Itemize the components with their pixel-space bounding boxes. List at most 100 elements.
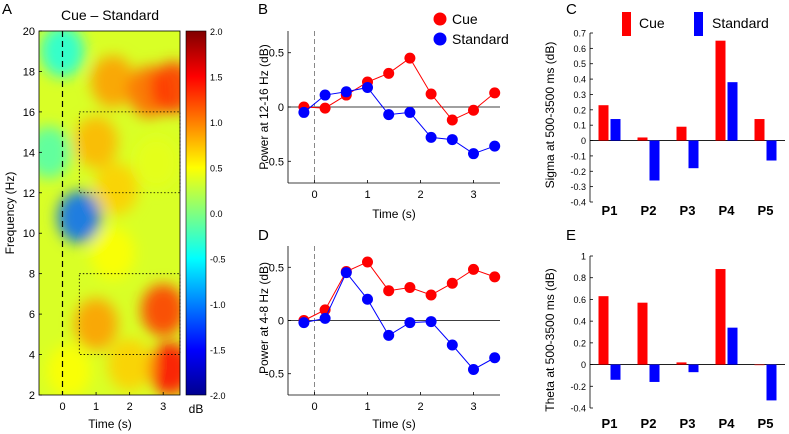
legend-c-cue-label: Cue	[639, 15, 665, 31]
line-b-cue-point	[425, 88, 437, 100]
colorbar-tick-label: -2.0	[210, 391, 226, 401]
panel-d: D 0.5 0 -0.5 0 1 2 3 Time (s) Power at 4-8 Hz …	[257, 227, 501, 431]
panel-letter-a: A	[2, 1, 12, 18]
line-d-cue-point	[489, 271, 501, 283]
line-d-standard-point	[362, 293, 373, 305]
heatmap-blob-3	[151, 61, 180, 114]
bar-c-ytick-label: 0.2	[573, 105, 586, 115]
line-d-standard-line	[303, 271, 495, 371]
bar-e-ytick-label: 0.6	[573, 295, 586, 305]
bar-e-ytick-label: 0.2	[573, 338, 586, 348]
bar-c-ytick-label: 0.6	[573, 44, 586, 54]
line-b-ytick-label: 0.5	[269, 48, 284, 60]
bar-c-participant-label: P1	[602, 203, 618, 218]
heatmap-ylabel: Frequency (Hz)	[3, 172, 17, 255]
bar-e-participant-label: P3	[680, 416, 696, 431]
bar-e-cue-bar	[637, 302, 648, 365]
line-b-standard-point	[446, 134, 458, 146]
bar-e-ytick-label: -0.4	[570, 404, 586, 414]
colorbar-tick-label: -0.5	[210, 255, 226, 265]
panel-letter-e: E	[566, 227, 576, 244]
bar-c-ylabel: Sigma at 500-3500 ms (dB)	[543, 42, 557, 189]
line-b-xtick-label: 1	[364, 189, 370, 201]
colorbar-tick-label: 2.0	[210, 27, 223, 37]
bar-e-cue-bar	[676, 362, 687, 365]
colorbar	[185, 30, 207, 396]
legend-c-cue-swatch	[622, 12, 631, 36]
bar-c-standard-bar	[649, 140, 660, 181]
bar-e-participant-label: P5	[758, 416, 774, 431]
bar-chart-e: 1 0.8 0.6 0.4 0.2 0 -0.2 -0.4 P1 P2 P3 P4 P5	[570, 252, 785, 431]
bar-e-cue-bar	[598, 296, 609, 365]
heatmap-ytick-label: 4	[29, 350, 35, 362]
line-b-standard-point	[425, 131, 437, 143]
line-d-xlabel: Time (s)	[372, 417, 416, 431]
line-d-cue-line	[303, 261, 495, 321]
bar-c-ytick-label: 0	[581, 136, 586, 146]
line-d-cue-point	[425, 289, 437, 301]
colorbar-tick-label: 1.5	[210, 73, 223, 83]
line-d-standard-point	[340, 267, 352, 279]
legend-c-standard-label: Standard	[712, 15, 769, 31]
heatmap-title: Cue – Standard	[61, 7, 159, 23]
heatmap-ytick-label: 18	[23, 66, 35, 78]
heatmap-blob-9	[141, 284, 180, 337]
bar-e-standard-bar	[766, 364, 777, 401]
bar-e-standard-bar	[649, 364, 660, 382]
colorbar-tick-label: -1.0	[210, 300, 226, 310]
bar-c-standard-bar	[610, 119, 621, 141]
line-b-standard-point	[404, 106, 416, 118]
bar-e-standard-bar	[727, 327, 738, 365]
heatmap-ytick-label: 6	[29, 309, 35, 321]
panel-b: B 0.5 0 -0.5 0 1 2 3 Time (s) Power at 12-16 H…	[257, 1, 509, 221]
legend-c: Cue Standard	[622, 12, 769, 36]
line-b-xtick-label: 3	[470, 189, 476, 201]
line-d-xtick-label: 0	[311, 401, 317, 413]
bar-c-ytick-label: 0.3	[573, 90, 586, 100]
line-d-standard-point	[298, 317, 310, 329]
line-d-cue-point	[446, 277, 458, 289]
bar-c-standard-bar	[688, 140, 699, 169]
bar-c-ytick-label: 0.4	[573, 75, 586, 85]
line-d-xtick-label: 1	[364, 401, 370, 413]
heatmap-ytick-label: 10	[23, 228, 35, 240]
bar-c-ytick-label: -0.4	[570, 198, 586, 208]
line-b-cue-point	[468, 104, 479, 116]
legend-b: Cue Standard	[433, 11, 509, 47]
bar-e-participant-label: P2	[641, 416, 657, 431]
colorbar-tick-label: 0.5	[210, 164, 223, 174]
bar-c-cue-bar	[754, 119, 765, 141]
heatmap-xtick-label: 2	[127, 401, 133, 413]
heatmap-ytick-label: 14	[23, 147, 35, 159]
panel-c: C 0.7 0.6 0.5 0.4 0.3 0.2 0.1 0 -0.1 -0.2 -0.3 -0.4…	[543, 1, 785, 218]
line-b-cue-point	[489, 87, 501, 99]
line-d-cue-point	[468, 263, 479, 275]
line-b-ylabel: Power at 12-16 Hz (dB)	[257, 44, 271, 169]
panel-letter-c: C	[566, 1, 577, 18]
bar-e-ylabel: Theta at 500-3500 ms (dB)	[543, 268, 557, 411]
heatmap-blob-8	[90, 227, 135, 280]
heatmap-ytick-label: 16	[23, 107, 35, 119]
line-chart-b: 0.5 0 -0.5 0 1 2 3	[265, 31, 501, 201]
heatmap-xlabel: Time (s)	[88, 417, 132, 431]
line-b-cue-point	[319, 102, 331, 114]
bar-e-standard-bar	[610, 364, 621, 380]
line-b-standard-line	[303, 86, 495, 155]
heatmap-blob-10	[74, 298, 119, 351]
legend-cue-label: Cue	[452, 11, 478, 27]
bar-c-participant-label: P2	[641, 203, 657, 218]
line-b-cue-line	[303, 57, 496, 121]
line-chart-d: 0.5 0 -0.5 0 1 2 3	[265, 246, 501, 413]
colorbar-label: dB	[189, 402, 204, 416]
legend-cue-marker	[433, 12, 447, 26]
heatmap-blob-13	[107, 338, 152, 391]
panel-letter-d: D	[258, 227, 269, 244]
line-b-cue-point	[383, 67, 395, 79]
line-b-standard-point	[298, 106, 310, 118]
bar-c-cue-bar	[715, 40, 726, 141]
colorbar-tick-label: 1.0	[210, 118, 223, 128]
line-d-standard-point	[383, 329, 395, 341]
line-b-standard-point	[489, 140, 501, 152]
bar-c-cue-bar	[637, 137, 648, 141]
